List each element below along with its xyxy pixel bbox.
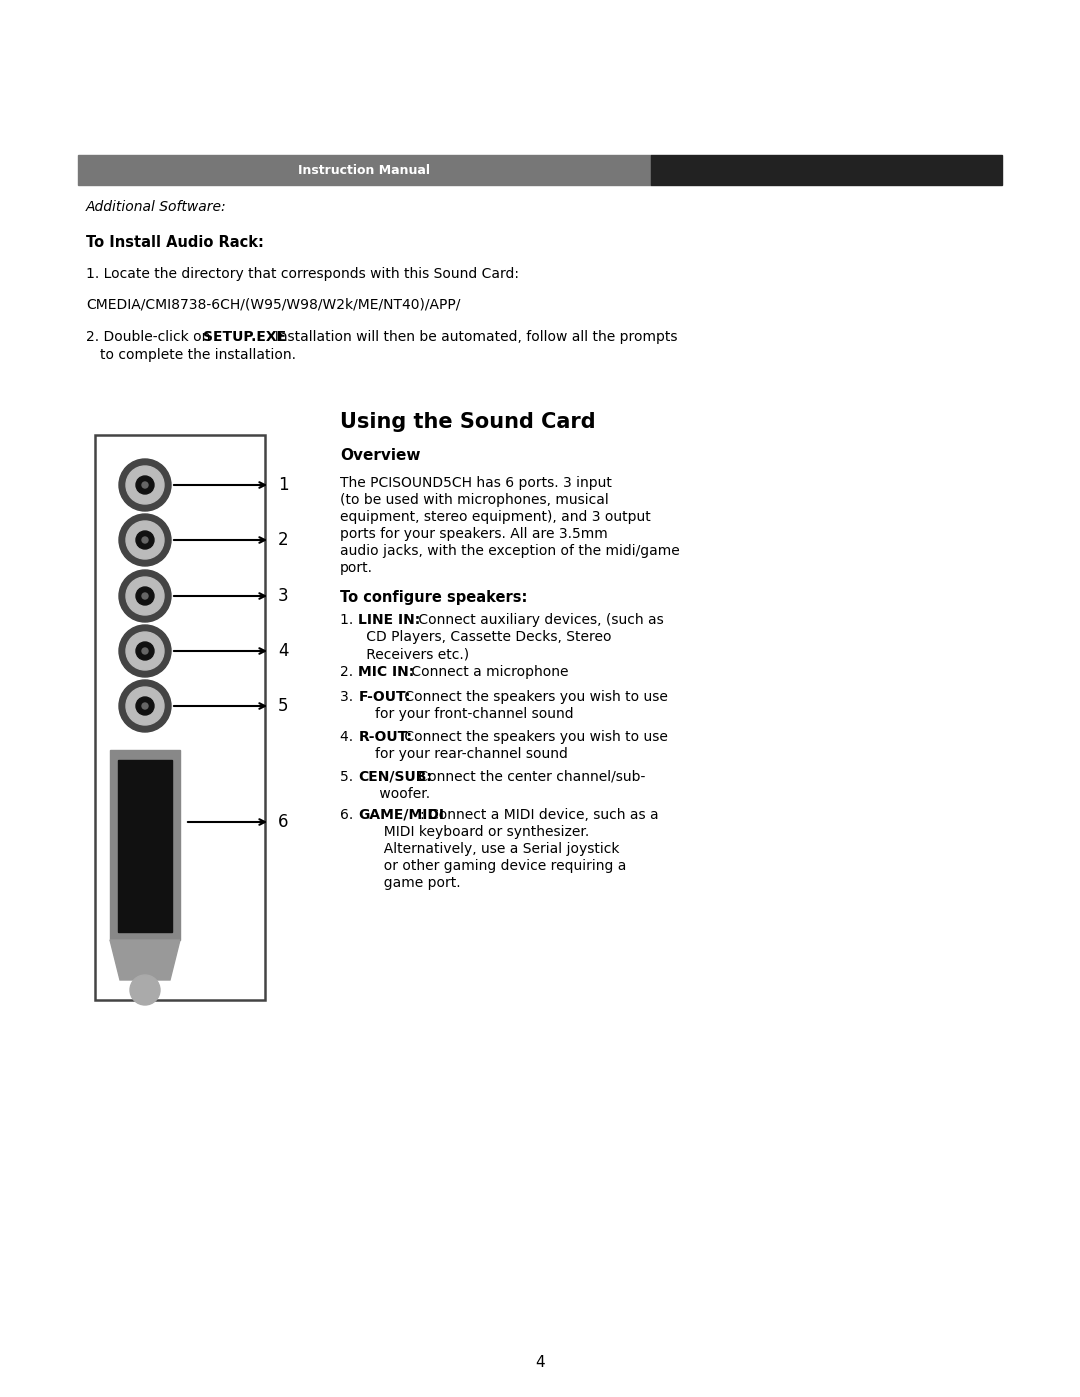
Text: 6.: 6.	[340, 807, 357, 821]
Circle shape	[130, 975, 160, 1004]
Text: 3.: 3.	[340, 690, 357, 704]
Text: Using the Sound Card: Using the Sound Card	[340, 412, 596, 432]
Text: CD Players, Cassette Decks, Stereo: CD Players, Cassette Decks, Stereo	[340, 630, 611, 644]
Text: Connect the center channel/sub-: Connect the center channel/sub-	[414, 770, 645, 784]
Text: woofer.: woofer.	[340, 787, 430, 800]
Text: 1.: 1.	[340, 613, 357, 627]
Circle shape	[119, 570, 171, 622]
Circle shape	[119, 680, 171, 732]
Text: MIDI keyboard or synthesizer.: MIDI keyboard or synthesizer.	[340, 826, 590, 840]
Text: Instruction Manual: Instruction Manual	[298, 163, 431, 176]
Circle shape	[141, 536, 148, 543]
Text: Connect a microphone: Connect a microphone	[406, 665, 568, 679]
Circle shape	[136, 697, 154, 715]
Text: F-OUT:: F-OUT:	[359, 690, 410, 704]
Text: 2.: 2.	[340, 665, 357, 679]
Circle shape	[126, 631, 164, 671]
Circle shape	[136, 643, 154, 659]
Text: GAME/MIDI: GAME/MIDI	[359, 807, 444, 821]
Text: SETUP.EXE: SETUP.EXE	[203, 330, 286, 344]
Text: 3: 3	[278, 587, 288, 605]
Text: Receivers etc.): Receivers etc.)	[340, 647, 469, 661]
Text: or other gaming device requiring a: or other gaming device requiring a	[340, 859, 626, 873]
Bar	[118, 760, 172, 932]
Circle shape	[126, 577, 164, 615]
Bar	[95, 434, 265, 1000]
Text: Connect auxiliary devices, (such as: Connect auxiliary devices, (such as	[414, 613, 663, 627]
Text: to complete the installation.: to complete the installation.	[100, 348, 296, 362]
Text: equipment, stereo equipment), and 3 output: equipment, stereo equipment), and 3 outp…	[340, 510, 651, 524]
Text: Connect the speakers you wish to use: Connect the speakers you wish to use	[400, 731, 667, 745]
Text: 2. Double-click on: 2. Double-click on	[86, 330, 215, 344]
Text: audio jacks, with the exception of the midi/game: audio jacks, with the exception of the m…	[340, 543, 679, 557]
Text: 6: 6	[278, 813, 288, 831]
Text: Connect the speakers you wish to use: Connect the speakers you wish to use	[400, 690, 667, 704]
Text: Additional Software:: Additional Software:	[86, 200, 227, 214]
Text: To configure speakers:: To configure speakers:	[340, 590, 527, 605]
Text: 4: 4	[278, 643, 288, 659]
Text: for your front-channel sound: for your front-channel sound	[340, 707, 573, 721]
Circle shape	[126, 521, 164, 559]
Bar	[110, 750, 180, 940]
Text: MIC IN:: MIC IN:	[359, 665, 415, 679]
Circle shape	[136, 587, 154, 605]
Bar	[78, 155, 651, 184]
Circle shape	[126, 687, 164, 725]
Text: 4.: 4.	[340, 731, 357, 745]
Text: Overview: Overview	[340, 448, 420, 462]
Text: To Install Audio Rack:: To Install Audio Rack:	[86, 235, 264, 250]
Text: game port.: game port.	[340, 876, 461, 890]
Text: (to be used with microphones, musical: (to be used with microphones, musical	[340, 493, 609, 507]
Bar	[651, 155, 1002, 184]
Text: The PCISOUND5CH has 6 ports. 3 input: The PCISOUND5CH has 6 ports. 3 input	[340, 476, 612, 490]
Circle shape	[141, 703, 148, 710]
Text: 5.: 5.	[340, 770, 357, 784]
Text: 4: 4	[536, 1355, 544, 1370]
Text: 1. Locate the directory that corresponds with this Sound Card:: 1. Locate the directory that corresponds…	[86, 267, 519, 281]
Text: for your rear-channel sound: for your rear-channel sound	[340, 747, 568, 761]
Polygon shape	[110, 940, 180, 981]
Text: ports for your speakers. All are 3.5mm: ports for your speakers. All are 3.5mm	[340, 527, 608, 541]
Text: R-OUT:: R-OUT:	[359, 731, 413, 745]
Circle shape	[141, 648, 148, 654]
Text: 1: 1	[278, 476, 288, 495]
Circle shape	[136, 531, 154, 549]
Circle shape	[119, 460, 171, 511]
Circle shape	[126, 467, 164, 504]
Text: port.: port.	[340, 562, 373, 576]
Circle shape	[141, 592, 148, 599]
Circle shape	[119, 624, 171, 678]
Text: 5: 5	[278, 697, 288, 715]
Text: CEN/SUB:: CEN/SUB:	[359, 770, 432, 784]
Text: Alternatively, use a Serial joystick: Alternatively, use a Serial joystick	[340, 842, 620, 856]
Text: 2: 2	[278, 531, 288, 549]
Text: : Connect a MIDI device, such as a: : Connect a MIDI device, such as a	[420, 807, 659, 821]
Text: LINE IN:: LINE IN:	[359, 613, 420, 627]
Circle shape	[141, 482, 148, 488]
Text: . Installation will then be automated, follow all the prompts: . Installation will then be automated, f…	[266, 330, 677, 344]
Circle shape	[119, 514, 171, 566]
Circle shape	[136, 476, 154, 495]
Text: CMEDIA/CMI8738-6CH/(W95/W98/W2k/ME/NT40)/APP/: CMEDIA/CMI8738-6CH/(W95/W98/W2k/ME/NT40)…	[86, 298, 460, 312]
